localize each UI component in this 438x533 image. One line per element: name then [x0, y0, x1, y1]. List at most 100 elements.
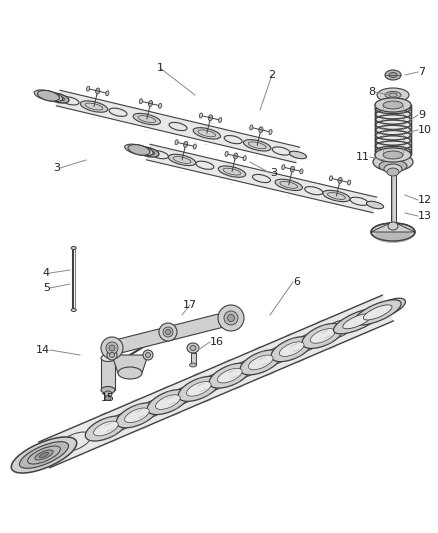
Ellipse shape — [169, 123, 187, 131]
Ellipse shape — [224, 311, 238, 325]
Text: 1: 1 — [156, 63, 163, 73]
Ellipse shape — [240, 350, 281, 375]
Ellipse shape — [55, 96, 61, 99]
Ellipse shape — [150, 150, 168, 159]
Text: 9: 9 — [418, 110, 425, 120]
Ellipse shape — [39, 453, 49, 457]
Ellipse shape — [101, 386, 115, 393]
Ellipse shape — [209, 363, 251, 388]
Ellipse shape — [198, 373, 230, 392]
Ellipse shape — [230, 359, 261, 379]
Ellipse shape — [218, 305, 244, 331]
Ellipse shape — [106, 412, 138, 432]
Ellipse shape — [196, 161, 214, 169]
Ellipse shape — [163, 327, 173, 337]
Ellipse shape — [343, 314, 371, 329]
Ellipse shape — [334, 309, 381, 334]
Bar — [391, 175, 396, 230]
Ellipse shape — [252, 174, 271, 183]
Ellipse shape — [290, 151, 307, 159]
Ellipse shape — [388, 222, 398, 230]
Text: 3: 3 — [270, 168, 277, 178]
Ellipse shape — [250, 125, 253, 130]
Ellipse shape — [233, 153, 238, 159]
Text: 7: 7 — [418, 67, 425, 77]
Ellipse shape — [348, 309, 380, 328]
Ellipse shape — [106, 342, 118, 354]
Ellipse shape — [193, 128, 220, 139]
Ellipse shape — [106, 91, 109, 96]
Ellipse shape — [19, 442, 68, 469]
Text: 8: 8 — [368, 87, 375, 97]
Ellipse shape — [219, 118, 222, 123]
Ellipse shape — [244, 140, 271, 151]
Polygon shape — [56, 90, 300, 163]
Ellipse shape — [199, 113, 202, 118]
Ellipse shape — [109, 108, 127, 116]
Ellipse shape — [51, 95, 64, 101]
Polygon shape — [146, 144, 377, 213]
Ellipse shape — [193, 144, 196, 149]
Text: 15: 15 — [101, 393, 115, 403]
Ellipse shape — [348, 180, 351, 185]
Ellipse shape — [383, 101, 403, 109]
Ellipse shape — [11, 437, 77, 473]
Ellipse shape — [125, 144, 153, 156]
Ellipse shape — [116, 403, 158, 428]
Ellipse shape — [34, 90, 63, 101]
Ellipse shape — [147, 390, 188, 415]
Ellipse shape — [225, 151, 228, 156]
Ellipse shape — [208, 115, 212, 121]
Ellipse shape — [61, 97, 79, 105]
Ellipse shape — [178, 376, 219, 401]
Polygon shape — [39, 295, 393, 468]
Ellipse shape — [300, 169, 303, 174]
Ellipse shape — [190, 363, 197, 367]
Ellipse shape — [95, 88, 100, 94]
Ellipse shape — [389, 72, 397, 77]
Ellipse shape — [243, 156, 246, 160]
Ellipse shape — [190, 345, 196, 351]
Text: 13: 13 — [418, 211, 432, 221]
Ellipse shape — [109, 345, 115, 351]
Ellipse shape — [133, 114, 160, 125]
Text: 2: 2 — [268, 70, 276, 80]
Bar — [101, 358, 115, 390]
Text: 16: 16 — [210, 337, 224, 347]
Ellipse shape — [218, 166, 246, 177]
Ellipse shape — [259, 127, 263, 133]
Bar — [375, 105, 411, 155]
Ellipse shape — [329, 176, 332, 181]
Ellipse shape — [187, 343, 199, 353]
Ellipse shape — [373, 153, 413, 171]
Ellipse shape — [385, 92, 401, 99]
Ellipse shape — [118, 367, 142, 379]
Ellipse shape — [375, 98, 411, 112]
Ellipse shape — [224, 135, 242, 144]
Ellipse shape — [379, 160, 407, 172]
Ellipse shape — [187, 382, 211, 396]
Ellipse shape — [139, 99, 142, 104]
Ellipse shape — [141, 149, 155, 155]
Ellipse shape — [37, 91, 60, 101]
Ellipse shape — [290, 166, 294, 172]
Ellipse shape — [80, 101, 108, 112]
Ellipse shape — [155, 395, 180, 409]
Ellipse shape — [159, 323, 177, 341]
Ellipse shape — [322, 320, 354, 339]
Ellipse shape — [110, 352, 114, 358]
Ellipse shape — [104, 391, 112, 397]
Ellipse shape — [148, 101, 152, 107]
Ellipse shape — [145, 352, 151, 358]
Ellipse shape — [282, 165, 285, 169]
Ellipse shape — [168, 154, 196, 166]
Bar — [191, 353, 195, 365]
Text: 4: 4 — [43, 268, 50, 278]
Ellipse shape — [310, 329, 335, 343]
Ellipse shape — [105, 395, 111, 400]
Ellipse shape — [387, 168, 399, 176]
Text: 10: 10 — [418, 125, 432, 135]
Ellipse shape — [385, 70, 401, 80]
Text: 5: 5 — [43, 283, 50, 293]
Ellipse shape — [275, 179, 302, 190]
